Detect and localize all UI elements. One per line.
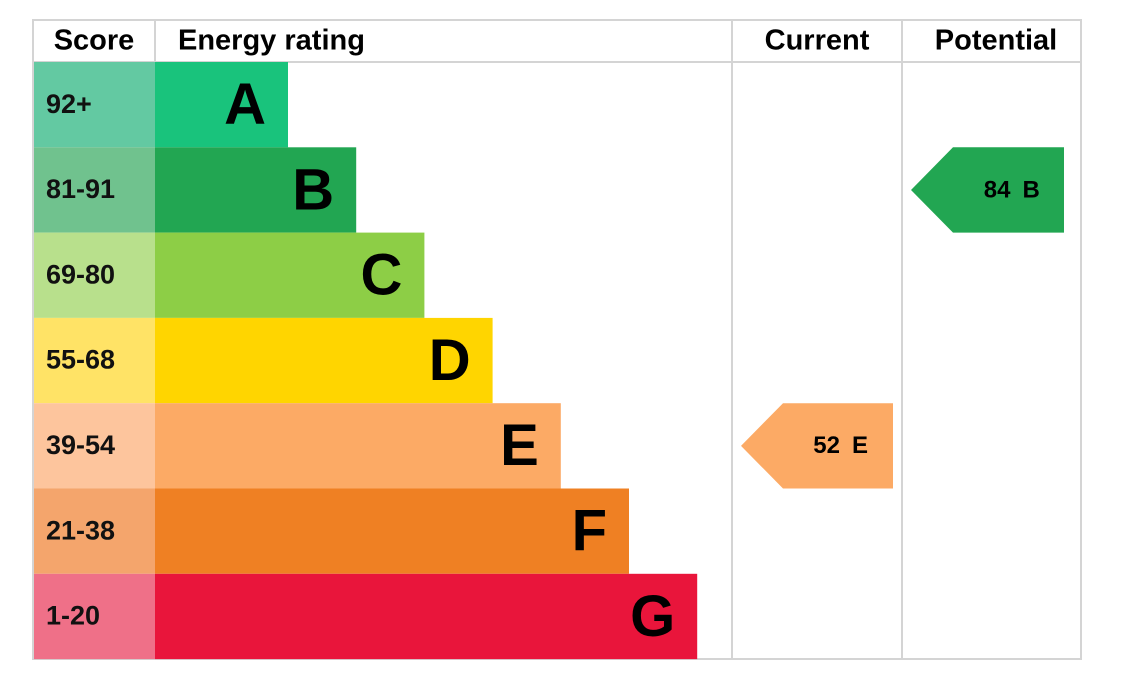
rating-letter: B bbox=[292, 157, 334, 222]
rating-bar bbox=[155, 232, 425, 318]
header-potential: Potential bbox=[935, 25, 1057, 57]
potential-band: B bbox=[1023, 176, 1040, 203]
rating-letter: G bbox=[630, 584, 675, 649]
current-band: E bbox=[852, 432, 868, 459]
header-score: Score bbox=[54, 25, 135, 57]
potential-arrow bbox=[911, 147, 1064, 233]
current-value: 52 bbox=[813, 432, 840, 459]
rating-letter: F bbox=[572, 498, 607, 563]
rating-bar bbox=[155, 488, 629, 574]
rating-bar bbox=[155, 62, 288, 148]
rating-letter: C bbox=[361, 243, 403, 308]
score-label: 39-54 bbox=[46, 430, 115, 460]
score-label: 55-68 bbox=[46, 345, 115, 375]
rating-letter: E bbox=[500, 413, 539, 478]
rating-bar bbox=[155, 403, 561, 489]
score-cell bbox=[34, 573, 155, 660]
potential-value: 84 bbox=[984, 176, 1011, 203]
header-current: Current bbox=[765, 25, 870, 57]
score-cell bbox=[34, 232, 155, 318]
rating-bar bbox=[155, 573, 698, 660]
score-label: 69-80 bbox=[46, 259, 115, 289]
score-cell bbox=[34, 488, 155, 574]
score-cell bbox=[34, 62, 155, 148]
header-rating: Energy rating bbox=[178, 25, 365, 57]
rating-bar bbox=[155, 317, 493, 404]
score-cell bbox=[34, 403, 155, 489]
rating-letter: D bbox=[429, 328, 471, 393]
current-arrow bbox=[741, 403, 893, 489]
rating-letter: A bbox=[224, 72, 266, 137]
score-label: 1-20 bbox=[46, 601, 100, 631]
score-cell bbox=[34, 317, 155, 404]
rating-bar bbox=[155, 147, 357, 233]
score-label: 21-38 bbox=[46, 515, 115, 545]
score-label: 92+ bbox=[46, 89, 92, 119]
score-label: 81-91 bbox=[46, 174, 115, 204]
score-cell bbox=[34, 147, 155, 233]
